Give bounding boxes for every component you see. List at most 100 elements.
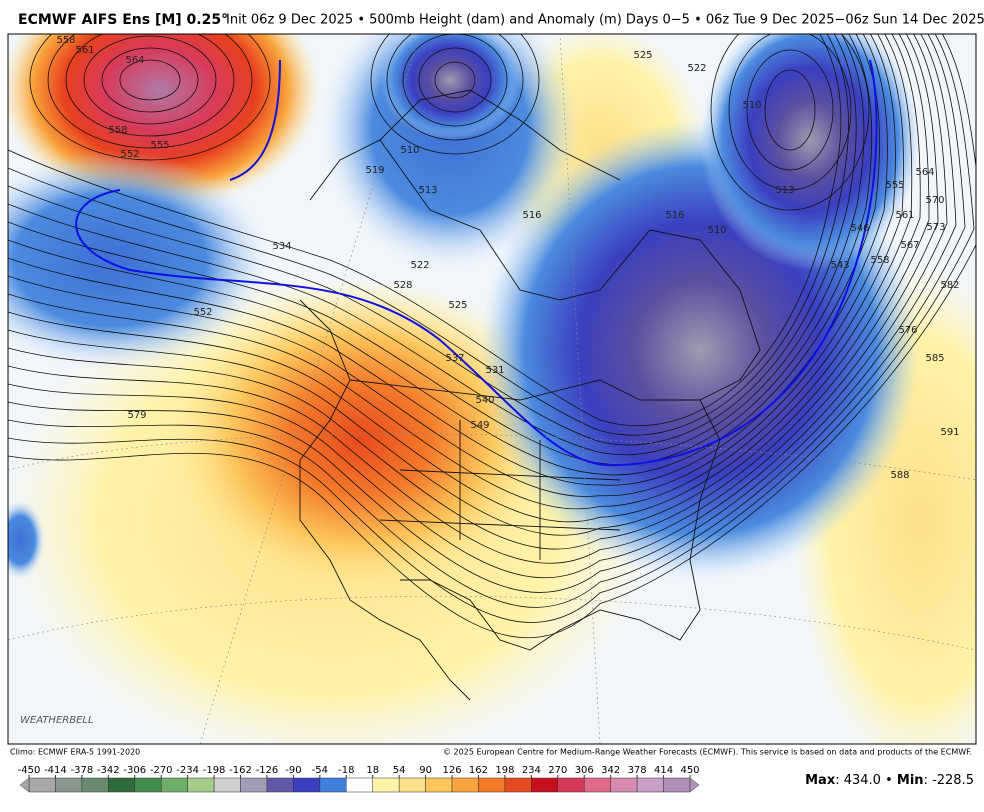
contour-label: 549 (470, 420, 489, 431)
contour (101, 47, 199, 113)
contour-label: 555 (150, 140, 169, 151)
colorbar-bin (293, 777, 321, 793)
colorbar-bin (81, 777, 109, 793)
colorbar-tick-label: 198 (495, 765, 514, 776)
colorbar-tick-label: -450 (18, 765, 41, 776)
contour (8, 34, 857, 446)
contour-label: 585 (925, 353, 944, 364)
colorbar-arrow (689, 777, 700, 793)
contour (8, 34, 880, 476)
contour-label: 570 (925, 195, 944, 206)
contour (8, 34, 939, 564)
contour-label: 516 (522, 210, 541, 221)
title-details: Init 06z 9 Dec 2025 • 500mb Height (dam)… (226, 13, 984, 28)
contour (119, 59, 181, 101)
contour (8, 34, 904, 510)
contour-label: 573 (926, 222, 945, 233)
contour (8, 34, 849, 436)
max-value: 434.0 (844, 773, 881, 788)
contour (8, 34, 913, 523)
colorbar-tick-label: -54 (312, 765, 328, 776)
contour (8, 34, 842, 427)
colorbar-bin (398, 777, 426, 793)
colorbar-bin (504, 777, 532, 793)
stats: Max: 434.0 • Min: -228.5 (805, 773, 974, 788)
contour-label: 576 (898, 325, 917, 336)
colorbar-tick-label: 378 (628, 765, 647, 776)
colorbar-tick-label: -234 (176, 765, 199, 776)
colorbar-bin (160, 777, 188, 793)
colorbar-bin (346, 777, 373, 793)
contour-label: 552 (193, 307, 212, 318)
colorbar-bin (557, 777, 585, 793)
colorbar-bin (266, 777, 294, 793)
colorbar-tick-label: -90 (285, 765, 301, 776)
contour-labels: 5585615645585555525345525795225285255375… (56, 35, 959, 481)
colorbar-tick-label: 270 (548, 765, 567, 776)
contour (746, 49, 834, 171)
colorbar-tick-label: 162 (469, 765, 488, 776)
contour (8, 34, 957, 593)
contour-label: 540 (475, 395, 494, 406)
contour (8, 34, 975, 623)
colorbar-tick-label: -162 (229, 765, 252, 776)
min-label: Min (897, 773, 924, 788)
contour-label: 513 (418, 185, 437, 196)
colorbar-bin (531, 777, 559, 793)
title-model: ECMWF AIFS Ens [M] 0.25° (18, 12, 228, 28)
contour-label: 558 (108, 125, 127, 136)
colorbar-tick-label: -270 (150, 765, 173, 776)
climo-note: Climo: ECMWF ERA-5 1991-2020 (10, 748, 140, 757)
colorbar-bin (583, 777, 611, 793)
map: WEATHERBELL (8, 34, 976, 744)
colorbar-tick-label: 126 (442, 765, 461, 776)
contour (8, 34, 948, 579)
colorbar-bin (134, 777, 162, 793)
colorbar-bin (610, 777, 638, 793)
contour (83, 35, 217, 125)
contour (386, 34, 524, 141)
contour-label: 522 (687, 63, 706, 74)
colorbar-tick-label: -18 (338, 765, 354, 776)
contour-label: 555 (885, 180, 904, 191)
contour-label: 525 (448, 300, 467, 311)
contour-label: 546 (850, 223, 869, 234)
contour-label: 519 (365, 165, 384, 176)
contour-label: 516 (665, 210, 684, 221)
contour-label: 522 (410, 260, 429, 271)
contour (434, 61, 476, 99)
colorbar-bin (187, 777, 215, 793)
colorbar: -450 -414 -378 -342 -306 -270 -234 -198 -162 -126… (18, 765, 700, 793)
colorbar-bin (663, 777, 691, 793)
contour-label: 561 (895, 210, 914, 221)
contour (710, 34, 870, 211)
contour (8, 34, 930, 550)
contour (8, 34, 976, 639)
contour-label: 591 (940, 427, 959, 438)
colorbar-bin (240, 777, 268, 793)
colorbar-bin (28, 777, 56, 793)
colorbar-bin (425, 777, 453, 793)
contour (8, 34, 966, 608)
contour-label: 552 (120, 149, 139, 160)
logo: WEATHERBELL (20, 715, 94, 726)
contour-label: 510 (400, 145, 419, 156)
colorbar-arrow (19, 777, 30, 793)
colorbar-bin (372, 777, 400, 793)
contour (65, 34, 235, 137)
colorbar-bin (55, 777, 83, 793)
colorbar-tick-label: 18 (366, 765, 379, 776)
min-value: -228.5 (932, 773, 974, 788)
contour (370, 34, 540, 155)
max-label: Max (805, 773, 836, 788)
colorbar-tick-label: 342 (601, 765, 620, 776)
colorbar-bin (451, 777, 479, 793)
contour-label: 564 (125, 55, 144, 66)
colorbar-tick-label: 450 (680, 765, 699, 776)
contour-label: 537 (445, 353, 464, 364)
contour-label: 525 (633, 50, 652, 61)
contour-label: 531 (485, 365, 504, 376)
colorbar-tick-label: -414 (44, 765, 67, 776)
contour-label: 510 (707, 225, 726, 236)
contour (402, 34, 508, 127)
